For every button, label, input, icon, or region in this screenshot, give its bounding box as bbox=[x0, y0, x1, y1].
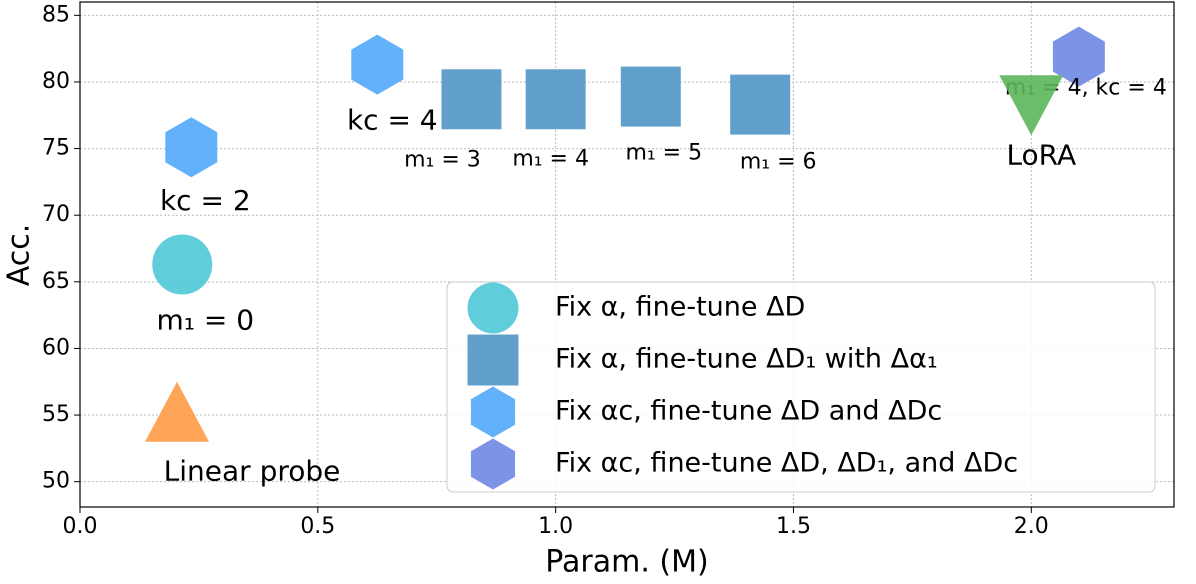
y-tick-label: 65 bbox=[42, 269, 70, 294]
y-tick-label: 60 bbox=[42, 335, 70, 360]
y-tick-label: 70 bbox=[42, 202, 70, 227]
point-label: m₁ = 6 bbox=[740, 150, 817, 175]
legend-box bbox=[446, 281, 1156, 493]
marker bbox=[620, 66, 681, 127]
x-tick-label: 1.5 bbox=[776, 514, 811, 539]
legend: Fix α, fine-tune ΔD Fix α, fine-tune ΔD₁ … bbox=[446, 281, 1156, 493]
y-tick-label: 50 bbox=[42, 469, 70, 494]
x-tick-label: 0.5 bbox=[300, 514, 335, 539]
marker bbox=[730, 74, 791, 135]
point-label: Linear probe bbox=[164, 455, 341, 488]
plot-frame bbox=[79, 1, 1175, 508]
y-tick-label: 85 bbox=[42, 2, 70, 27]
legend-label: Fix α, fine-tune ΔD bbox=[555, 292, 805, 323]
marker bbox=[351, 34, 404, 95]
marker bbox=[470, 438, 516, 490]
legend-label: Fix α, fine-tune ΔD₁ with Δα₁ bbox=[555, 344, 938, 375]
marker bbox=[467, 334, 519, 386]
y-tick-label: 80 bbox=[42, 69, 70, 94]
marker bbox=[1052, 26, 1105, 87]
marker bbox=[470, 386, 516, 438]
x-tick-label: 0.0 bbox=[63, 514, 98, 539]
point-label: m₁ = 5 bbox=[625, 141, 702, 166]
marker bbox=[467, 282, 519, 334]
x-tick-label: 1.0 bbox=[538, 514, 573, 539]
legend-label: Fix αc, fine-tune ΔD, ΔD₁, and ΔDc bbox=[555, 448, 1018, 479]
legend-label: Fix αc, fine-tune ΔD and ΔDc bbox=[555, 396, 942, 427]
point-label: LoRA bbox=[1006, 138, 1076, 171]
y-axis-title: Acc. bbox=[2, 224, 37, 287]
marker bbox=[152, 234, 213, 295]
point-label: kc = 4 bbox=[347, 104, 438, 137]
x-tick-label: 2.0 bbox=[1014, 514, 1049, 539]
marker bbox=[525, 69, 586, 130]
x-axis-title: Param. (M) bbox=[545, 545, 708, 580]
marker bbox=[441, 69, 502, 130]
point-label: m₁ = 4 bbox=[512, 146, 589, 171]
marker bbox=[165, 117, 218, 178]
point-label: m₁ = 3 bbox=[404, 147, 481, 172]
y-tick-label: 75 bbox=[42, 136, 70, 161]
marker bbox=[999, 75, 1064, 136]
point-label: kc = 2 bbox=[160, 184, 251, 217]
point-label: m₁ = 0 bbox=[156, 303, 254, 336]
marker bbox=[145, 381, 210, 442]
y-tick-label: 55 bbox=[42, 402, 70, 427]
